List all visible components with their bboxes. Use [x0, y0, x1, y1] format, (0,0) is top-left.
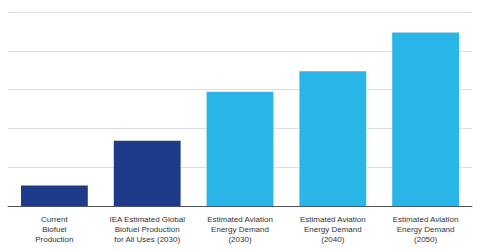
svg-text:IEA Estimated Global: IEA Estimated Global: [109, 215, 185, 224]
svg-text:Energy Demand: Energy Demand: [211, 225, 269, 234]
svg-text:Estimated Aviation: Estimated Aviation: [207, 215, 273, 224]
svg-text:Energy Demand: Energy Demand: [304, 225, 362, 234]
svg-text:(2050): (2050): [414, 235, 437, 244]
svg-text:(2030): (2030): [228, 235, 251, 244]
svg-text:Energy Demand: Energy Demand: [397, 225, 455, 234]
svg-text:Biofuel Production: Biofuel Production: [115, 225, 180, 234]
svg-text:(2040): (2040): [321, 235, 344, 244]
svg-text:Production: Production: [35, 235, 73, 244]
svg-text:for All Uses (2030): for All Uses (2030): [114, 235, 180, 244]
svg-text:Estimated Aviation: Estimated Aviation: [300, 215, 366, 224]
svg-text:Estimated Aviation: Estimated Aviation: [393, 215, 459, 224]
svg-text:Current: Current: [41, 215, 68, 224]
svg-text:Biofuel: Biofuel: [42, 225, 67, 234]
